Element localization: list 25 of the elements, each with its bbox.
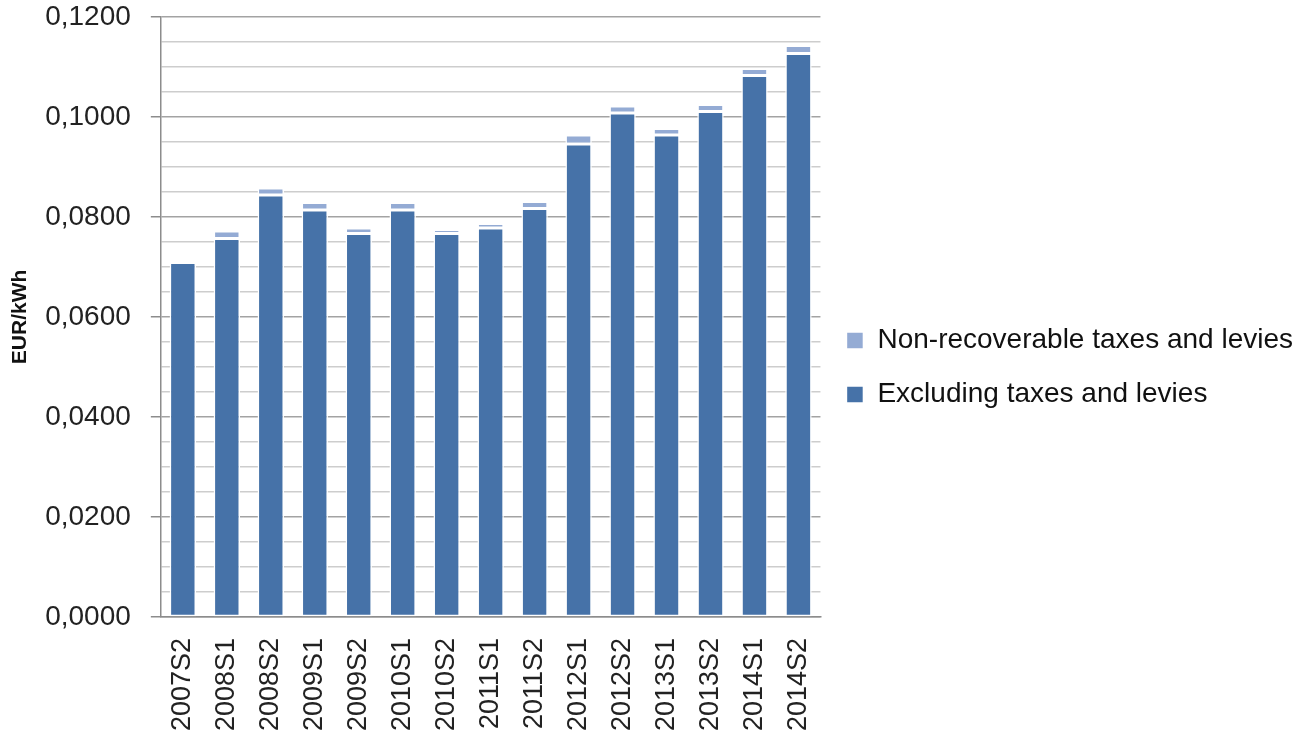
y-axis-title: EUR/kWh <box>7 269 31 365</box>
x-tick-label: 2010S1 <box>386 637 417 731</box>
y-tick-label: 0,1200 <box>45 0 131 31</box>
x-tick-label: 2013S1 <box>649 637 680 731</box>
y-tick-label: 0,1000 <box>45 99 131 131</box>
y-tick-label: 0,0000 <box>45 599 131 631</box>
x-tick-label: 2012S1 <box>562 637 593 731</box>
x-tick-label: 2008S2 <box>254 637 285 731</box>
x-tick-label: 2011S1 <box>474 637 505 729</box>
y-tick-label: 0,0800 <box>45 199 131 231</box>
legend-label: Excluding taxes and levies <box>877 377 1208 409</box>
x-tick-label: 2012S2 <box>606 637 637 731</box>
x-tick-label: 2013S2 <box>693 637 724 731</box>
x-tick-label: 2010S2 <box>430 637 461 731</box>
x-tick-label: 2014S2 <box>781 637 812 731</box>
legend-label: Non-recoverable taxes and levies <box>877 323 1294 355</box>
x-tick-label: 2008S1 <box>210 637 241 731</box>
x-tick-label: 2011S2 <box>518 637 549 729</box>
y-tick-label: 0,0600 <box>45 299 131 331</box>
x-tick-label: 2014S1 <box>737 637 768 731</box>
x-tick-label: 2009S1 <box>298 637 329 731</box>
y-tick-label: 0,0200 <box>45 499 131 531</box>
x-tick-label: 2007S2 <box>166 637 197 731</box>
y-tick-label: 0,0400 <box>45 399 131 431</box>
x-tick-label: 2009S2 <box>342 637 373 731</box>
